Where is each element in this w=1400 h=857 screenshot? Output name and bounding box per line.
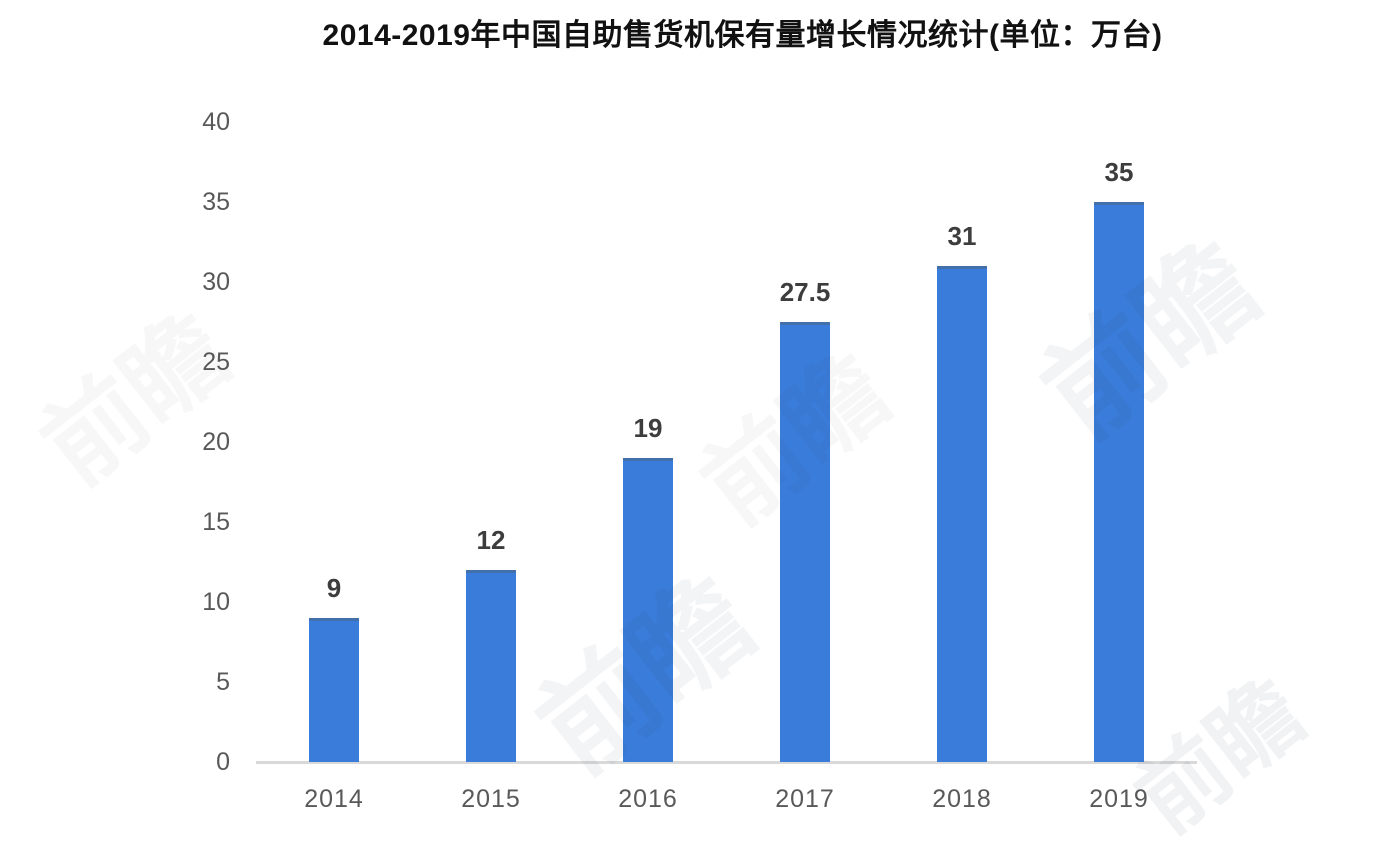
bar-2015 [466, 570, 516, 762]
bar-2014 [309, 618, 359, 762]
bar-value-label: 19 [633, 413, 663, 443]
y-axis-tick-label: 10 [202, 588, 230, 616]
bar-value-label: 27.5 [779, 277, 831, 307]
x-axis-line [256, 761, 1197, 764]
bar-value-label: 12 [476, 525, 506, 555]
chart-title: 2014-2019年中国自助售货机保有量增长情况统计(单位：万台) [322, 19, 1163, 52]
bar-chart: 2014-2019年中国自助售货机保有量增长情况统计(单位：万台) 0 5 10 15… [7, 19, 1323, 852]
y-axis-tick-label: 5 [216, 668, 230, 696]
bar-2017 [780, 322, 830, 762]
watermark: 前瞻 [7, 274, 254, 511]
y-axis-tick-label: 20 [202, 428, 230, 456]
y-axis-tick-label: 15 [202, 508, 230, 536]
watermark: 前瞻 [1021, 219, 1282, 463]
bar-2018 [937, 266, 987, 762]
bar-value-label: 35 [1104, 157, 1134, 187]
y-axis-tick-label: 40 [202, 108, 230, 136]
y-axis-tick-label: 35 [202, 188, 230, 216]
bar-2016 [623, 458, 673, 762]
y-axis-tick-label: 0 [216, 748, 230, 776]
x-axis-category-label: 2014 [304, 785, 364, 813]
x-axis-category-label: 2015 [461, 785, 521, 813]
y-axis-tick-label: 25 [202, 348, 230, 376]
x-axis-category-label: 2019 [1089, 785, 1149, 813]
bar-value-label: 9 [326, 573, 342, 603]
bar-2019 [1094, 202, 1144, 762]
bar-value-label: 31 [947, 221, 977, 251]
x-axis-category-label: 2018 [932, 785, 992, 813]
y-axis-tick-label: 30 [202, 268, 230, 296]
x-axis-category-label: 2017 [775, 785, 835, 813]
x-axis-category-label: 2016 [618, 785, 678, 813]
